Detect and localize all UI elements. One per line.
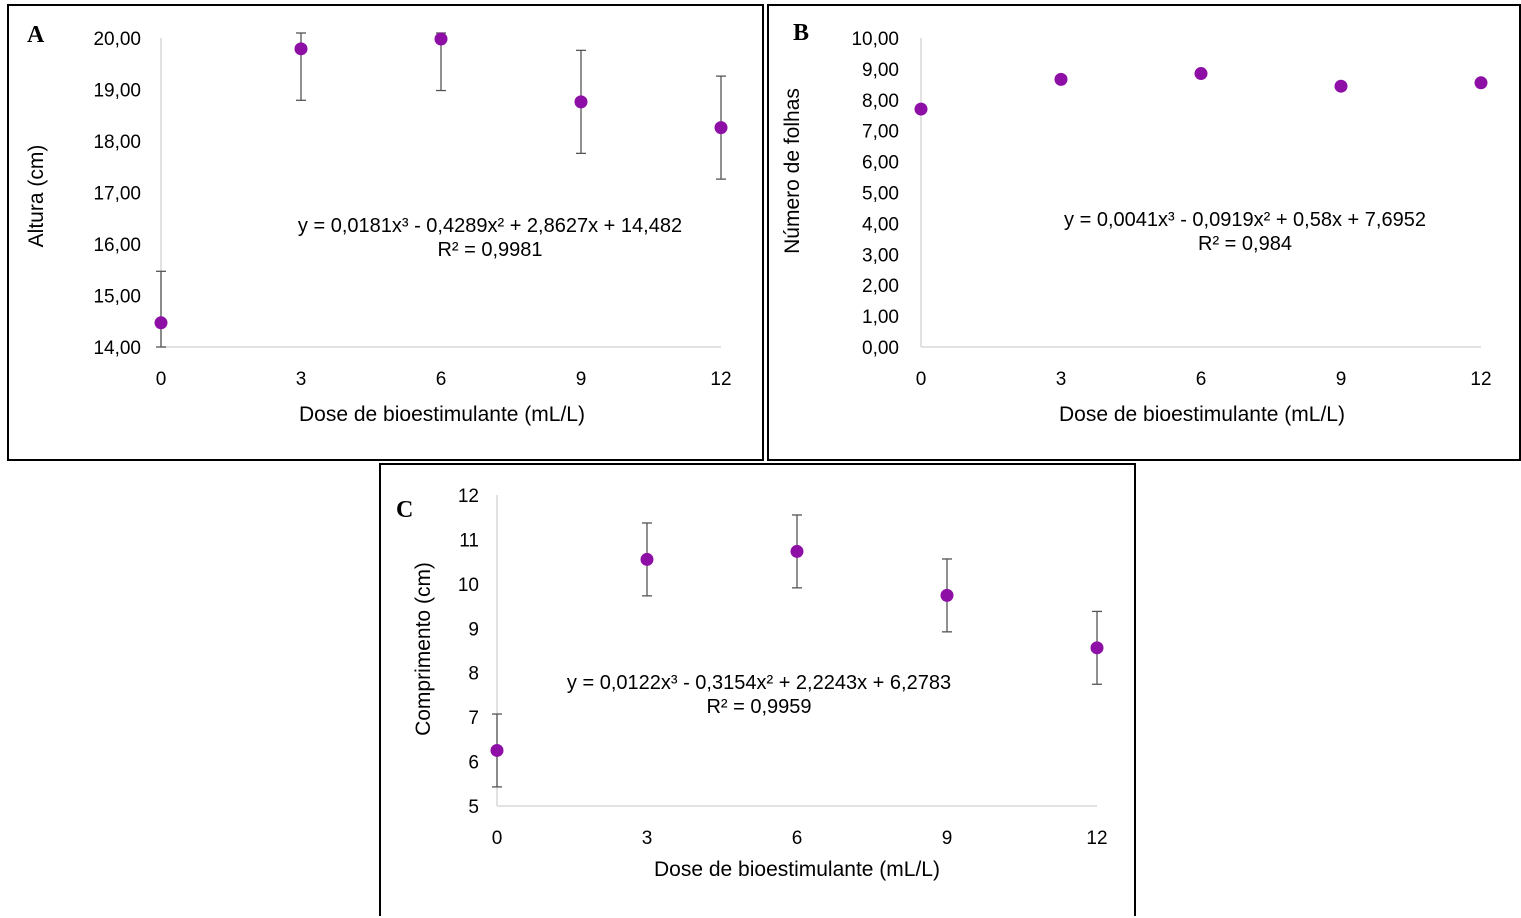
y-tick-label: 9 [468,619,479,640]
equation-text: y = 0,0041x³ - 0,0919x² + 0,58x + 7,6952 [1064,209,1426,231]
data-point [914,102,928,116]
data-point [940,588,954,602]
y-tick-label: 8 [468,664,479,685]
y-tick-label: 0,00 [862,338,899,359]
plot-c: 5 6 7 8 9 10 11 12 0 3 6 9 12 [458,486,1108,849]
chart-panel-a: A 14,00 15,00 16,00 17,00 18,00 19,00 20,00 0 3 6… [7,4,764,461]
data-point [490,743,504,757]
chart-panel-c: C 5 6 7 8 9 10 11 12 0 3 6 9 12 y = 0,0122x³ - 0,315… [379,463,1136,916]
y-tick-label: 11 [459,530,479,551]
chart-panel-b: B 0,00 1,00 2,00 3,00 4,00 5,00 6,00 7,00 8,00 9,… [767,4,1521,461]
y-tick-label: 12 [458,486,479,507]
r-squared-text: R² = 0,984 [1198,233,1292,255]
data-point [574,95,588,109]
y-tick-label: 10 [458,575,479,596]
y-tick-label: 14,00 [93,338,141,359]
data-point [1194,67,1208,81]
data-point [1054,72,1068,86]
y-tick-label: 5 [468,797,479,818]
y-tick-label: 6,00 [862,153,899,174]
y-tick-label: 6 [468,753,479,774]
x-tick-label: 3 [642,828,653,849]
y-tick-label: 18,00 [93,132,141,153]
equation-text: y = 0,0122x³ - 0,3154x² + 2,2243x + 6,27… [566,672,952,694]
y-tick-label: 1,00 [862,307,899,328]
y-tick-label: 4,00 [862,214,899,235]
data-point [790,544,804,558]
data-point [294,42,308,56]
x-axis-label: Dose de bioestimulante (mL/L) [1059,403,1345,426]
r-squared-text: R² = 0,9959 [706,696,812,718]
x-tick-label: 12 [710,369,731,390]
x-tick-label: 9 [942,828,953,849]
y-tick-label: 20,00 [93,29,141,50]
x-tick-label: 6 [436,369,447,390]
x-tick-label: 6 [1196,369,1207,390]
data-point [1090,641,1104,655]
y-tick-label: 2,00 [862,276,899,297]
panel-letter: C [396,497,414,523]
r-squared-text: R² = 0,9981 [437,239,543,261]
x-tick-label: 3 [296,369,307,390]
y-tick-label: 7,00 [862,122,899,143]
plot-b: 0,00 1,00 2,00 3,00 4,00 5,00 6,00 7,00 8,00 9,00… [851,29,1491,390]
plot-a: 14,00 15,00 16,00 17,00 18,00 19,00 20,00 0 3 6 9 1… [93,29,731,390]
trend-equation: y = 0,0122x³ - 0,3154x² + 2,2243x + 6,27… [519,671,999,719]
y-tick-label: 10,00 [851,29,899,50]
x-tick-label: 12 [1470,369,1491,390]
y-tick-label: 8,00 [862,91,899,112]
y-tick-label: 19,00 [93,81,141,102]
error-bar [156,270,166,348]
trend-equation: y = 0,0181x³ - 0,4289x² + 2,8627x + 14,4… [256,214,724,262]
panel-letter: B [793,20,810,46]
x-tick-label: 12 [1086,828,1107,849]
data-point [434,32,448,46]
y-tick-label: 5,00 [862,184,899,205]
x-axis-label: Dose de bioestimulante (mL/L) [299,403,585,426]
y-tick-label: 3,00 [862,245,899,266]
data-point [1334,79,1348,93]
y-axis-label: Comprimento (cm) [412,562,435,736]
data-point [1474,76,1488,90]
panel-letter: A [27,22,45,48]
x-tick-label: 0 [916,369,927,390]
x-tick-label: 0 [492,828,503,849]
x-axis-label: Dose de bioestimulante (mL/L) [654,858,940,881]
x-tick-label: 0 [156,369,167,390]
x-tick-label: 3 [1056,369,1067,390]
y-tick-label: 9,00 [862,60,899,81]
y-tick-label: 17,00 [93,184,141,205]
y-tick-label: 7 [468,708,479,729]
data-point [640,552,654,566]
data-point [154,316,168,330]
x-tick-label: 9 [1336,369,1347,390]
equation-text: y = 0,0181x³ - 0,4289x² + 2,8627x + 14,4… [297,215,683,237]
data-point [714,121,728,135]
x-tick-label: 9 [576,369,587,390]
y-axis-label: Altura (cm) [25,144,48,248]
y-axis-label: Número de folhas [781,88,804,254]
trend-equation: y = 0,0041x³ - 0,0919x² + 0,58x + 7,6952… [1033,208,1457,256]
x-tick-label: 6 [792,828,803,849]
y-tick-label: 16,00 [93,235,141,256]
y-tick-label: 15,00 [93,287,141,308]
